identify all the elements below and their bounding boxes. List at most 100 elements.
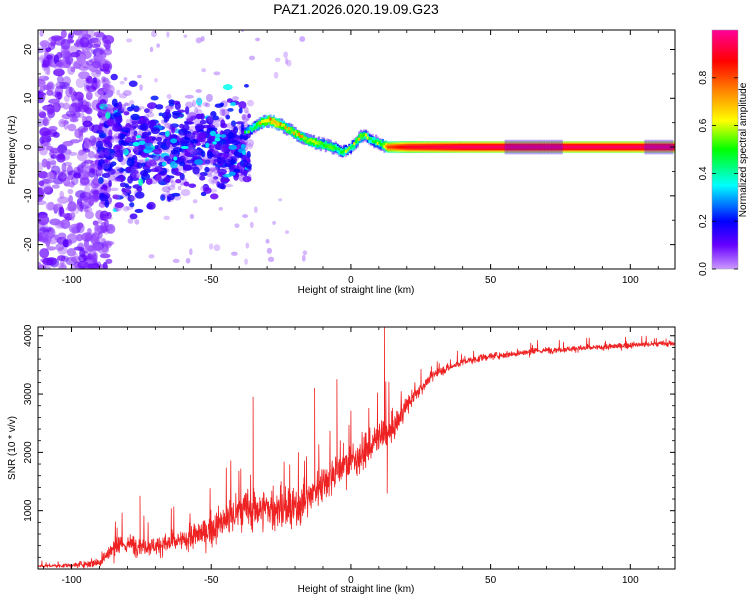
spectrogram-energy-blob bbox=[171, 126, 176, 134]
spectrogram-energy-blob bbox=[147, 102, 157, 109]
spectrogram-energy-blob bbox=[148, 105, 153, 114]
spectrogram-energy-blob bbox=[114, 176, 122, 182]
spectrogram-ridge-segment bbox=[539, 145, 542, 149]
spectrogram-energy-blob bbox=[113, 203, 123, 212]
spectrogram-outlier bbox=[265, 238, 270, 244]
spectrogram-energy-blob bbox=[143, 161, 153, 168]
spectrogram-ridge-segment bbox=[499, 145, 502, 149]
spectrogram-noise-blob bbox=[69, 223, 81, 234]
spectrogram-energy-blob bbox=[115, 145, 121, 150]
spectrogram-energy-blob bbox=[212, 176, 219, 180]
spectrogram-energy-blob bbox=[214, 143, 223, 148]
spectrogram-ridge-segment bbox=[504, 145, 507, 149]
spectrogram-ridge-segment bbox=[393, 145, 396, 149]
spectrogram-noise-blob bbox=[85, 91, 93, 101]
spectrogram-ridge-segment bbox=[284, 126, 287, 130]
spectrogram-energy-blob bbox=[127, 194, 135, 202]
spectrogram-energy-blob bbox=[132, 107, 142, 112]
spectrogram-ridge-segment bbox=[292, 131, 296, 135]
colorbar-tick-label: 0.0 bbox=[698, 262, 709, 276]
spectrogram-ridge-segment bbox=[651, 145, 654, 149]
spectrogram-ridge-segment bbox=[477, 145, 480, 149]
spectrogram-ridge-segment bbox=[663, 145, 666, 149]
spectrogram-outlier bbox=[126, 38, 133, 43]
spectrogram-energy-blob bbox=[108, 135, 115, 141]
spectrogram-ridge-segment bbox=[277, 122, 280, 126]
spectrogram-energy-blob bbox=[133, 130, 138, 137]
spectrogram-energy-blob bbox=[215, 142, 220, 149]
spectrogram-ridge-segment bbox=[648, 145, 651, 149]
snr-y-ticks: 1000 2000 3000 4000 bbox=[23, 324, 675, 558]
spectrogram-ridge-segment bbox=[287, 127, 291, 134]
spectrogram-ridge-segment bbox=[604, 145, 607, 149]
spectrogram-noise-blob bbox=[67, 201, 77, 212]
spectrogram-ridge-segment bbox=[391, 145, 394, 149]
spectrogram-outlier bbox=[197, 104, 202, 108]
spectrogram-outlier bbox=[249, 221, 254, 228]
spectrogram-ridge-segment bbox=[321, 142, 324, 146]
spectrogram-energy-blob bbox=[145, 118, 150, 126]
spectrogram-outlier bbox=[124, 192, 129, 199]
spectrogram-ridge-segment bbox=[403, 145, 406, 149]
spectrogram-ridge-segment bbox=[545, 145, 549, 149]
spectrogram-ridge-segment bbox=[381, 143, 384, 147]
spectrogram-ridge-segment bbox=[592, 145, 596, 149]
spectrogram-energy-blob bbox=[240, 156, 249, 161]
spectrogram-energy-blob bbox=[121, 187, 127, 193]
spectrogram-ridge-segment bbox=[527, 145, 530, 149]
spectrogram-energy-blob bbox=[245, 110, 250, 115]
spectrogram-energy-blob bbox=[153, 138, 157, 144]
spectrogram-ridge-segment bbox=[574, 145, 577, 149]
spectrogram-x-label: Height of straight line (km) bbox=[298, 285, 415, 296]
spectrogram-energy-blob bbox=[242, 114, 249, 123]
spectrogram-ridge-segment bbox=[571, 145, 574, 149]
spectrogram-energy-blob bbox=[128, 80, 138, 87]
spectrogram-energy-blob bbox=[129, 213, 138, 220]
spectrogram-ridge-segment bbox=[296, 133, 299, 137]
spectrogram-ridge-segment bbox=[331, 146, 334, 150]
spectrogram-ridge-segment bbox=[567, 145, 570, 149]
spectrogram-outlier bbox=[218, 207, 223, 211]
spectrogram-energy-blob bbox=[147, 154, 157, 158]
spectrogram-energy-blob bbox=[96, 110, 107, 116]
spectrogram-noise-blob bbox=[79, 265, 86, 269]
spectrogram-energy-blob bbox=[157, 155, 163, 161]
spectrogram-noise-blob bbox=[67, 39, 75, 44]
spectrogram-energy-blob bbox=[160, 193, 168, 199]
spectrogram-noise-blob bbox=[38, 200, 47, 206]
spectrogram-energy-blob bbox=[100, 186, 108, 190]
spectrogram-energy-blob bbox=[150, 95, 159, 101]
spectrogram-noise-blob bbox=[45, 145, 54, 151]
spectrogram-energy-blob bbox=[204, 102, 211, 108]
spectrogram-ridge-segment bbox=[271, 120, 274, 124]
spectrogram-energy-blob bbox=[123, 77, 128, 81]
x-tick-label: 100 bbox=[622, 575, 639, 586]
spectrogram-ridge-segment bbox=[245, 130, 249, 134]
spectrogram-ridge-segment bbox=[524, 145, 527, 149]
x-tick-label: 50 bbox=[485, 275, 497, 286]
spectrogram-energy-blob bbox=[136, 186, 143, 192]
spectrogram-outlier bbox=[273, 71, 279, 79]
spectrogram-ridge-segment bbox=[433, 145, 436, 149]
spectrogram-ridge-segment bbox=[289, 128, 292, 135]
spectrogram-energy-blob bbox=[165, 108, 171, 116]
spectrogram-energy-blob bbox=[112, 194, 119, 200]
spectrogram-outlier bbox=[137, 74, 142, 79]
spectrogram-energy-blob bbox=[210, 121, 220, 129]
spectrogram-energy-blob bbox=[120, 108, 129, 112]
spectrogram-outlier bbox=[301, 254, 306, 262]
spectrogram-ridge-segment bbox=[383, 141, 386, 149]
snr-x-label: Height of straight line (km) bbox=[298, 584, 415, 595]
spectrogram-energy-blob bbox=[158, 171, 167, 176]
spectrogram-ridge-segment bbox=[304, 136, 307, 144]
spectrogram-energy-blob bbox=[209, 166, 219, 172]
x-tick-label: -100 bbox=[62, 275, 82, 286]
spectrogram-energy-blob bbox=[95, 140, 104, 149]
spectrogram-ridge-segment bbox=[638, 145, 641, 149]
spectrogram-energy-blob bbox=[230, 158, 236, 165]
spectrogram-ridge-segment bbox=[252, 127, 255, 131]
spectrogram-energy-blob bbox=[164, 114, 170, 122]
spectrogram-ridge-segment bbox=[259, 121, 262, 125]
spectrogram-noise-blob bbox=[103, 84, 115, 94]
spectrogram-noise-blob bbox=[69, 212, 76, 219]
